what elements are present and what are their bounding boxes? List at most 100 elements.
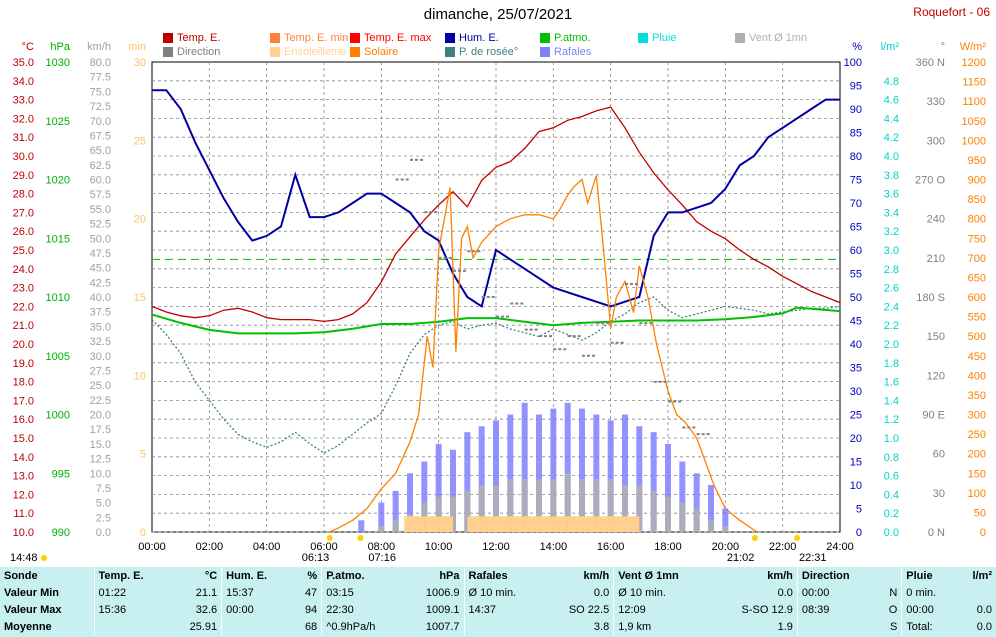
stats-header-direction: Direction	[796, 567, 878, 584]
rain-axis-tick-label: 2.2	[884, 320, 899, 332]
series-ensoleilleme-bar	[610, 516, 625, 532]
kmh-axis-tick-label: 10.0	[90, 468, 111, 480]
pct-axis-tick-label: 50	[850, 292, 862, 304]
kmh-axis-tick-label: 75.0	[90, 86, 111, 98]
series-vent-1mn-bar	[607, 479, 614, 532]
x-tick-label: 06:00	[310, 541, 338, 553]
x-tick-label: 02:00	[196, 541, 224, 553]
event-first-light: 14:48	[10, 552, 38, 564]
kmh-axis-tick-label: 27.5	[90, 365, 111, 377]
legend-item: Rafales	[540, 46, 591, 58]
legend-item: Direction	[163, 46, 220, 58]
series-rafales-bar	[507, 414, 514, 532]
hpa-axis-tick-label: 990	[52, 527, 70, 539]
legend-item: P. de rosée°	[445, 46, 518, 58]
kmh-axis-tick-label: 45.0	[90, 263, 111, 275]
stats-cell: 21.1	[195, 586, 218, 599]
legend-swatch	[270, 47, 280, 57]
pct-axis-tick-label: 10	[850, 480, 862, 492]
x-tick-label: 04:00	[253, 541, 281, 553]
stats-cell: 0.0	[976, 620, 992, 633]
stats-row-label: Valeur Max	[4, 603, 62, 616]
pct-axis-tick-label: 30	[850, 386, 862, 398]
stats-unit-hum: %	[307, 569, 318, 582]
kmh-axis-tick-label: 0.0	[96, 527, 111, 539]
temp-axis-tick-label: 20.0	[13, 339, 34, 351]
hpa-axis-tick-label: 1000	[46, 410, 70, 422]
kmh-axis-tick-label: 72.5	[90, 101, 111, 113]
wm2-axis-tick-label: 1150	[962, 77, 986, 89]
legend-label: Direction	[177, 46, 221, 58]
series-ensoleilleme-bar	[567, 516, 582, 532]
pct-axis-tick-label: 20	[850, 433, 862, 445]
series-rafales-bar	[708, 485, 714, 532]
legend-label: Pluie	[652, 32, 677, 44]
wm2-axis-tick-label: 1000	[962, 135, 986, 147]
wm2-axis-tick-label: 1200	[962, 57, 986, 69]
series-ensoleilleme-bar	[481, 516, 496, 532]
x-tick-label: 14:00	[540, 541, 568, 553]
deg-axis-tick-label: 0 N	[928, 527, 945, 539]
wm2-axis-tick-label: 800	[968, 214, 986, 226]
hpa-axis-tick-label: 1020	[46, 175, 70, 187]
rain-axis-tick-label: 3.4	[884, 207, 899, 219]
stats-row-max: Valeur Max 15:36 32.6 00:00 94 22:30 1009.1…	[0, 601, 996, 618]
legend-item: P.atmo.	[540, 32, 591, 44]
stats-row-min: Valeur Min 01:22 21.1 15:37 47 03:15 1006.9…	[0, 584, 996, 601]
series-rafales-bar	[521, 402, 528, 532]
x-tick-label: 08:00	[368, 541, 396, 553]
series-vent-1mn-bar	[435, 496, 442, 532]
series-ensoleilleme-bar	[553, 516, 568, 532]
kmh-axis-tick-label: 15.0	[90, 439, 111, 451]
pct-axis-tick-label: 5	[856, 504, 862, 516]
kmh-axis-tick-label: 12.5	[90, 454, 111, 466]
series-vent-1mn-bar	[636, 485, 643, 532]
temp-axis-tick-label: 10.0	[13, 527, 34, 539]
min-axis-tick-label: 20	[134, 214, 146, 226]
wm2-axis-tick-label: 550	[968, 312, 986, 324]
kmh-axis-tick-label: 62.5	[90, 160, 111, 172]
series-vent-1mn-bar	[564, 473, 571, 532]
rain-axis-tick-label: 1.4	[884, 395, 899, 407]
series-temp-e-line	[151, 106, 841, 323]
rain-axis-tick-label: 2.6	[884, 283, 899, 295]
legend-swatch	[445, 33, 455, 43]
legend-item: Hum. E.	[445, 32, 499, 44]
temp-axis-tick-label: 35.0	[13, 57, 34, 69]
stats-cell: O	[888, 603, 898, 616]
deg-axis-tick-label: 60	[933, 449, 945, 461]
rain-axis-tick-label: 4.8	[884, 76, 899, 88]
stats-unit-temp: °C	[204, 569, 218, 582]
stats-cell: 00:00	[901, 601, 957, 618]
temp-axis-tick-label: 29.0	[13, 170, 34, 182]
hpa-axis-tick-label: 1030	[46, 57, 70, 69]
series-vent-1mn-bar	[478, 485, 485, 532]
kmh-axis-tick-label: 55.0	[90, 204, 111, 216]
series-rafales-bar	[693, 473, 700, 532]
stats-row-mean: Moyenne 25.91 68 ^0.9hPa/h 1007.7 3.8 1,9…	[0, 618, 996, 635]
deg-axis-tick-label: 90 E	[922, 410, 945, 422]
event-end-light: 22:31	[799, 552, 827, 564]
series-rafales-bar	[679, 461, 686, 532]
series-ensoleilleme-bar	[510, 516, 525, 532]
series-vent-1mn-bar	[507, 479, 514, 532]
stats-cell: 03:15	[321, 584, 404, 601]
event-sunrise: 06:13	[302, 552, 330, 564]
wm2-axis-tick-label: 1050	[962, 116, 986, 128]
legend-label: Solaire	[364, 46, 399, 58]
min-axis-unit: min	[128, 41, 146, 53]
min-axis-tick-label: 5	[140, 449, 146, 461]
stats-cell: 25.91	[189, 620, 218, 633]
wm2-axis-tick-label: 500	[968, 331, 986, 343]
stats-cell: 1,9 km	[613, 618, 713, 635]
deg-axis-tick-label: 150	[927, 331, 945, 343]
stats-cell	[463, 618, 545, 635]
temp-axis-tick-label: 12.0	[13, 489, 34, 501]
wm2-axis-tick-label: 250	[968, 429, 986, 441]
stats-cell	[221, 618, 293, 635]
series-ensoleilleme-bar	[467, 516, 482, 532]
series-rafales-bar	[722, 508, 729, 532]
pct-axis-tick-label: 25	[850, 410, 862, 422]
kmh-axis-tick-label: 40.0	[90, 292, 111, 304]
series-rafales-bar	[358, 520, 365, 532]
